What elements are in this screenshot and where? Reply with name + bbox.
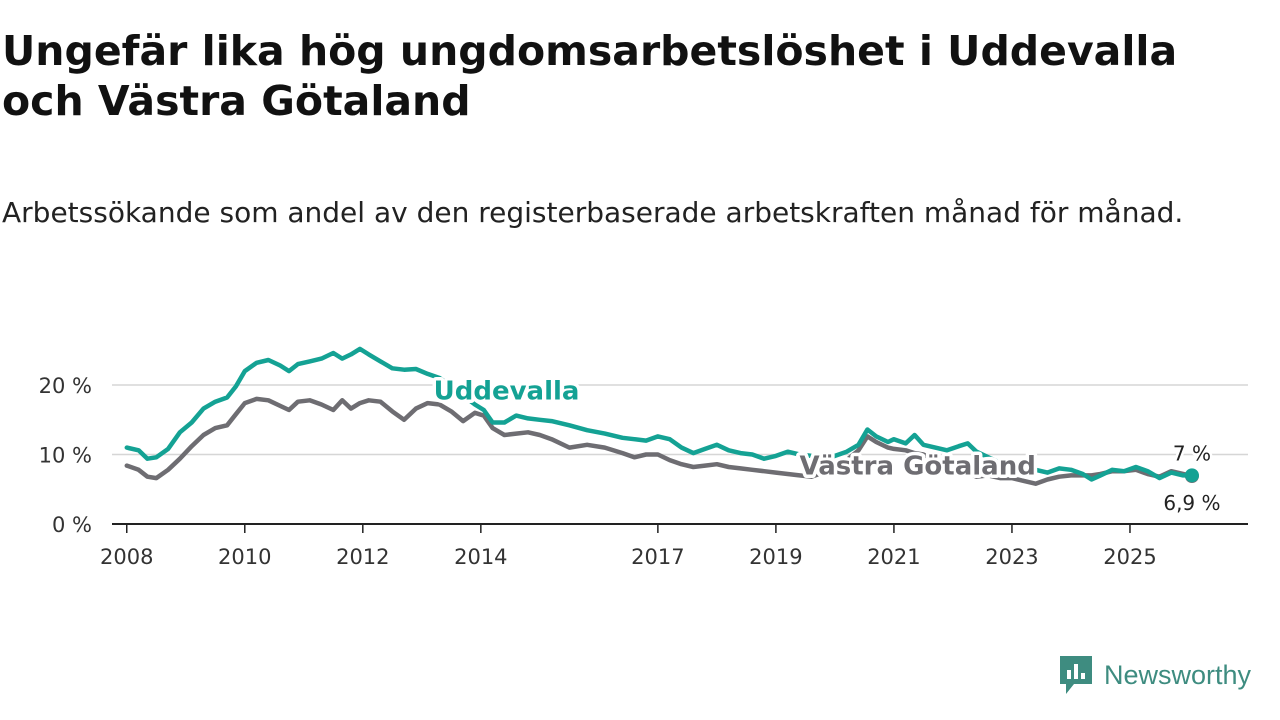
chart-subtitle: Arbetssökande som andel av den registerb…: [2, 196, 1184, 229]
end-value-label: 6,9 %: [1163, 491, 1220, 515]
series-label: Uddevalla: [434, 377, 580, 407]
x-tick-label: 2014: [454, 545, 507, 569]
series-label: Västra Götaland: [800, 452, 1036, 482]
x-tick-label: 2012: [336, 545, 389, 569]
y-tick-label: 0 %: [52, 513, 92, 537]
x-tick-label: 2010: [218, 545, 271, 569]
x-tick-label: 2025: [1103, 545, 1156, 569]
x-tick-label: 2019: [749, 545, 802, 569]
x-tick-label: 2023: [985, 545, 1038, 569]
series-labels: Uddevalla Västra Götaland 7 % 6,9 %: [430, 373, 1223, 517]
y-tick-label: 20 %: [39, 374, 92, 398]
y-tick-label: 10 %: [39, 444, 92, 468]
x-tick-label: 2008: [100, 545, 153, 569]
x-tick-label: 2021: [867, 545, 920, 569]
x-tick-label: 2017: [631, 545, 684, 569]
brand: Newsworthy: [1058, 654, 1251, 696]
grid-lines: [112, 384, 1248, 456]
series-line-uddevalla: [124, 346, 1195, 482]
chart-title: Ungefär lika hög ungdomsarbetslöshet i U…: [2, 27, 1178, 125]
series-end-point: [1184, 468, 1199, 483]
series-line-v-stra-g-taland: [124, 396, 1195, 486]
end-value-label: 7 %: [1173, 441, 1211, 465]
series-lines: [124, 346, 1199, 486]
newsworthy-logo-icon: [1060, 656, 1092, 694]
axes: 0 % 10 % 20 % 2008 2010 2012 2014 2017 2019 2021 2…: [39, 374, 1248, 569]
brand-name: Newsworthy: [1104, 659, 1252, 690]
